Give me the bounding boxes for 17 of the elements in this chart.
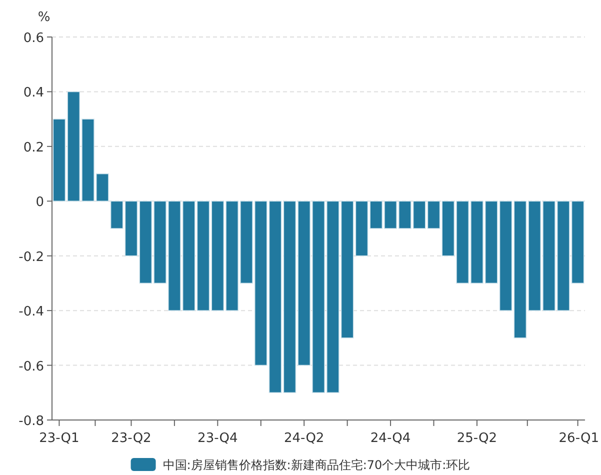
y-tick-label: -0.8 xyxy=(18,414,44,429)
y-tick-label: 0.4 xyxy=(23,86,44,101)
y-tick-label: 0 xyxy=(36,195,44,210)
y-axis-title: % xyxy=(38,10,50,25)
y-tick-label: 0.6 xyxy=(23,31,44,46)
y-tick-label: -0.4 xyxy=(18,304,44,320)
x-tick-label: 26-Q1 xyxy=(558,431,599,446)
y-tick-label: 0.2 xyxy=(23,140,44,156)
y-tick-label: -0.6 xyxy=(18,359,44,374)
x-tick-label: 23-Q4 xyxy=(198,431,238,446)
x-tick-label: 23-Q2 xyxy=(111,431,152,446)
legend-label: 中国:房屋销售价格指数:新建商品住宅:70个大中城市:环比 xyxy=(162,458,470,472)
x-tick-label: 25-Q2 xyxy=(456,431,498,446)
x-tick-label: 24-Q4 xyxy=(370,431,411,446)
x-tick-label: 23-Q1 xyxy=(39,431,80,446)
x-tick-label: 24-Q2 xyxy=(284,431,324,446)
y-tick-label: -0.2 xyxy=(18,250,44,265)
